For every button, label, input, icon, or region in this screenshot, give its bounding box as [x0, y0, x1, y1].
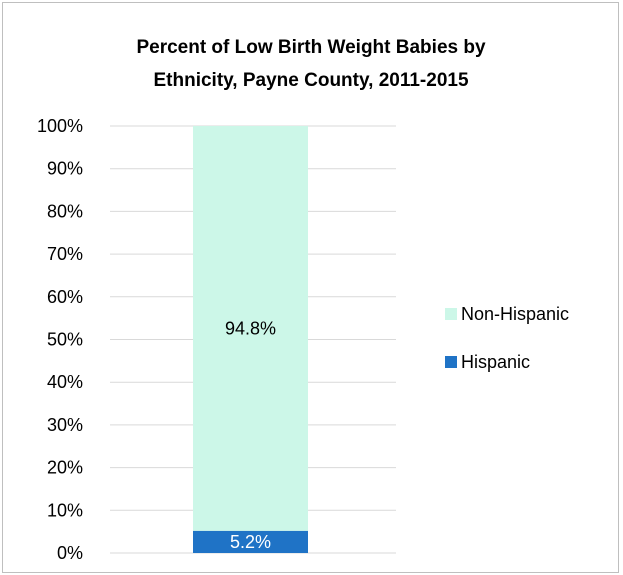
y-tick-label: 80%: [47, 201, 83, 221]
legend-label: Hispanic: [461, 352, 530, 372]
bar-segment: [193, 126, 308, 531]
chart-title-line-2: Ethnicity, Payne County, 2011-2015: [153, 70, 468, 91]
y-tick-label: 50%: [47, 330, 83, 350]
data-label: 94.8%: [225, 318, 276, 338]
bar-segment: [193, 530, 308, 553]
legend-swatch: [445, 308, 457, 320]
y-tick-label: 30%: [47, 415, 83, 435]
y-tick-label: 90%: [47, 159, 83, 179]
y-tick-label: 40%: [47, 372, 83, 392]
y-tick-label: 100%: [37, 116, 83, 136]
chart-title-line-1: Percent of Low Birth Weight Babies by: [136, 37, 486, 58]
legend-swatch: [445, 356, 457, 368]
data-label: 5.2%: [230, 532, 271, 552]
legend-label: Non-Hispanic: [461, 304, 569, 324]
y-tick-label: 20%: [47, 458, 83, 478]
y-tick-label: 10%: [47, 500, 83, 520]
y-tick-label: 70%: [47, 244, 83, 264]
y-tick-label: 0%: [57, 543, 83, 563]
y-tick-label: 60%: [47, 287, 83, 307]
